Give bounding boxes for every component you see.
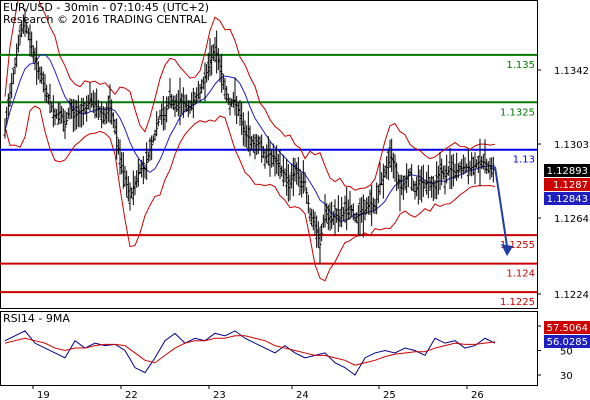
rsi-lines [4, 330, 496, 376]
level-label: 1.1255 [500, 240, 535, 251]
price-box-label: 1.12843 [547, 194, 588, 205]
bollinger-bands [4, 0, 496, 282]
rsi-value-box [544, 335, 590, 348]
rsi-ma-line [4, 335, 496, 366]
x-tick-label: 24 [296, 390, 309, 400]
rsi-tick-label: 30 [560, 371, 573, 382]
price-box [544, 178, 590, 191]
x-tick-label: 19 [37, 390, 50, 400]
x-tick-label: 23 [213, 390, 226, 400]
upper-band [4, 0, 496, 191]
price-tick-label: 1.1303 [554, 140, 589, 151]
price-tick-label: 1.1342 [554, 66, 589, 77]
price-y-axis: 1.1342 1.1303 1.1264 1.1224 [537, 66, 589, 301]
x-tick-label: 22 [125, 390, 138, 400]
level-label: 1.13 [513, 155, 535, 166]
rsi-panel-frame [0, 311, 538, 386]
forecast-arrow-head [501, 244, 513, 257]
price-tick-label: 1.1264 [554, 214, 589, 225]
level-label: 1.135 [506, 60, 535, 71]
instrument-title: EUR/USD - 30min - 07:10:45 (UTC+2) [3, 1, 210, 14]
rsi-label: RSI14 - 9MA [3, 312, 70, 325]
lower-band [4, 105, 496, 282]
main-panel-frame [0, 0, 538, 309]
forecast-arrow-shaft [494, 166, 508, 247]
forecast-arrow [494, 166, 513, 257]
rsi-value-label: 57.5064 [547, 323, 588, 334]
price-bars [3, 8, 495, 265]
x-tick-label: 25 [383, 390, 396, 400]
level-label: 1.1325 [500, 107, 535, 118]
level-label: 1.124 [506, 269, 535, 280]
rsi-value-box [544, 321, 590, 334]
price-box [544, 164, 590, 177]
copyright-line: Research © 2016 TRADING CENTRAL [3, 13, 207, 26]
price-tick-label: 1.1224 [554, 290, 589, 301]
price-boxes: 1.12893 1.1287 1.12843 [544, 164, 590, 205]
support-resistance-levels: 1.135 1.1325 1.13 1.1255 1.124 1.1225 [0, 53, 537, 308]
price-box [544, 192, 590, 205]
x-tick-label: 26 [471, 390, 484, 400]
x-axis: 19 22 23 24 25 26 [32, 385, 484, 400]
price-box-label: 1.1287 [553, 180, 588, 191]
level-label: 1.1225 [500, 297, 535, 308]
rsi-tick-label: 50 [560, 347, 573, 358]
rsi-value-label: 56.0285 [547, 337, 588, 348]
price-box-label: 1.12893 [547, 166, 588, 177]
